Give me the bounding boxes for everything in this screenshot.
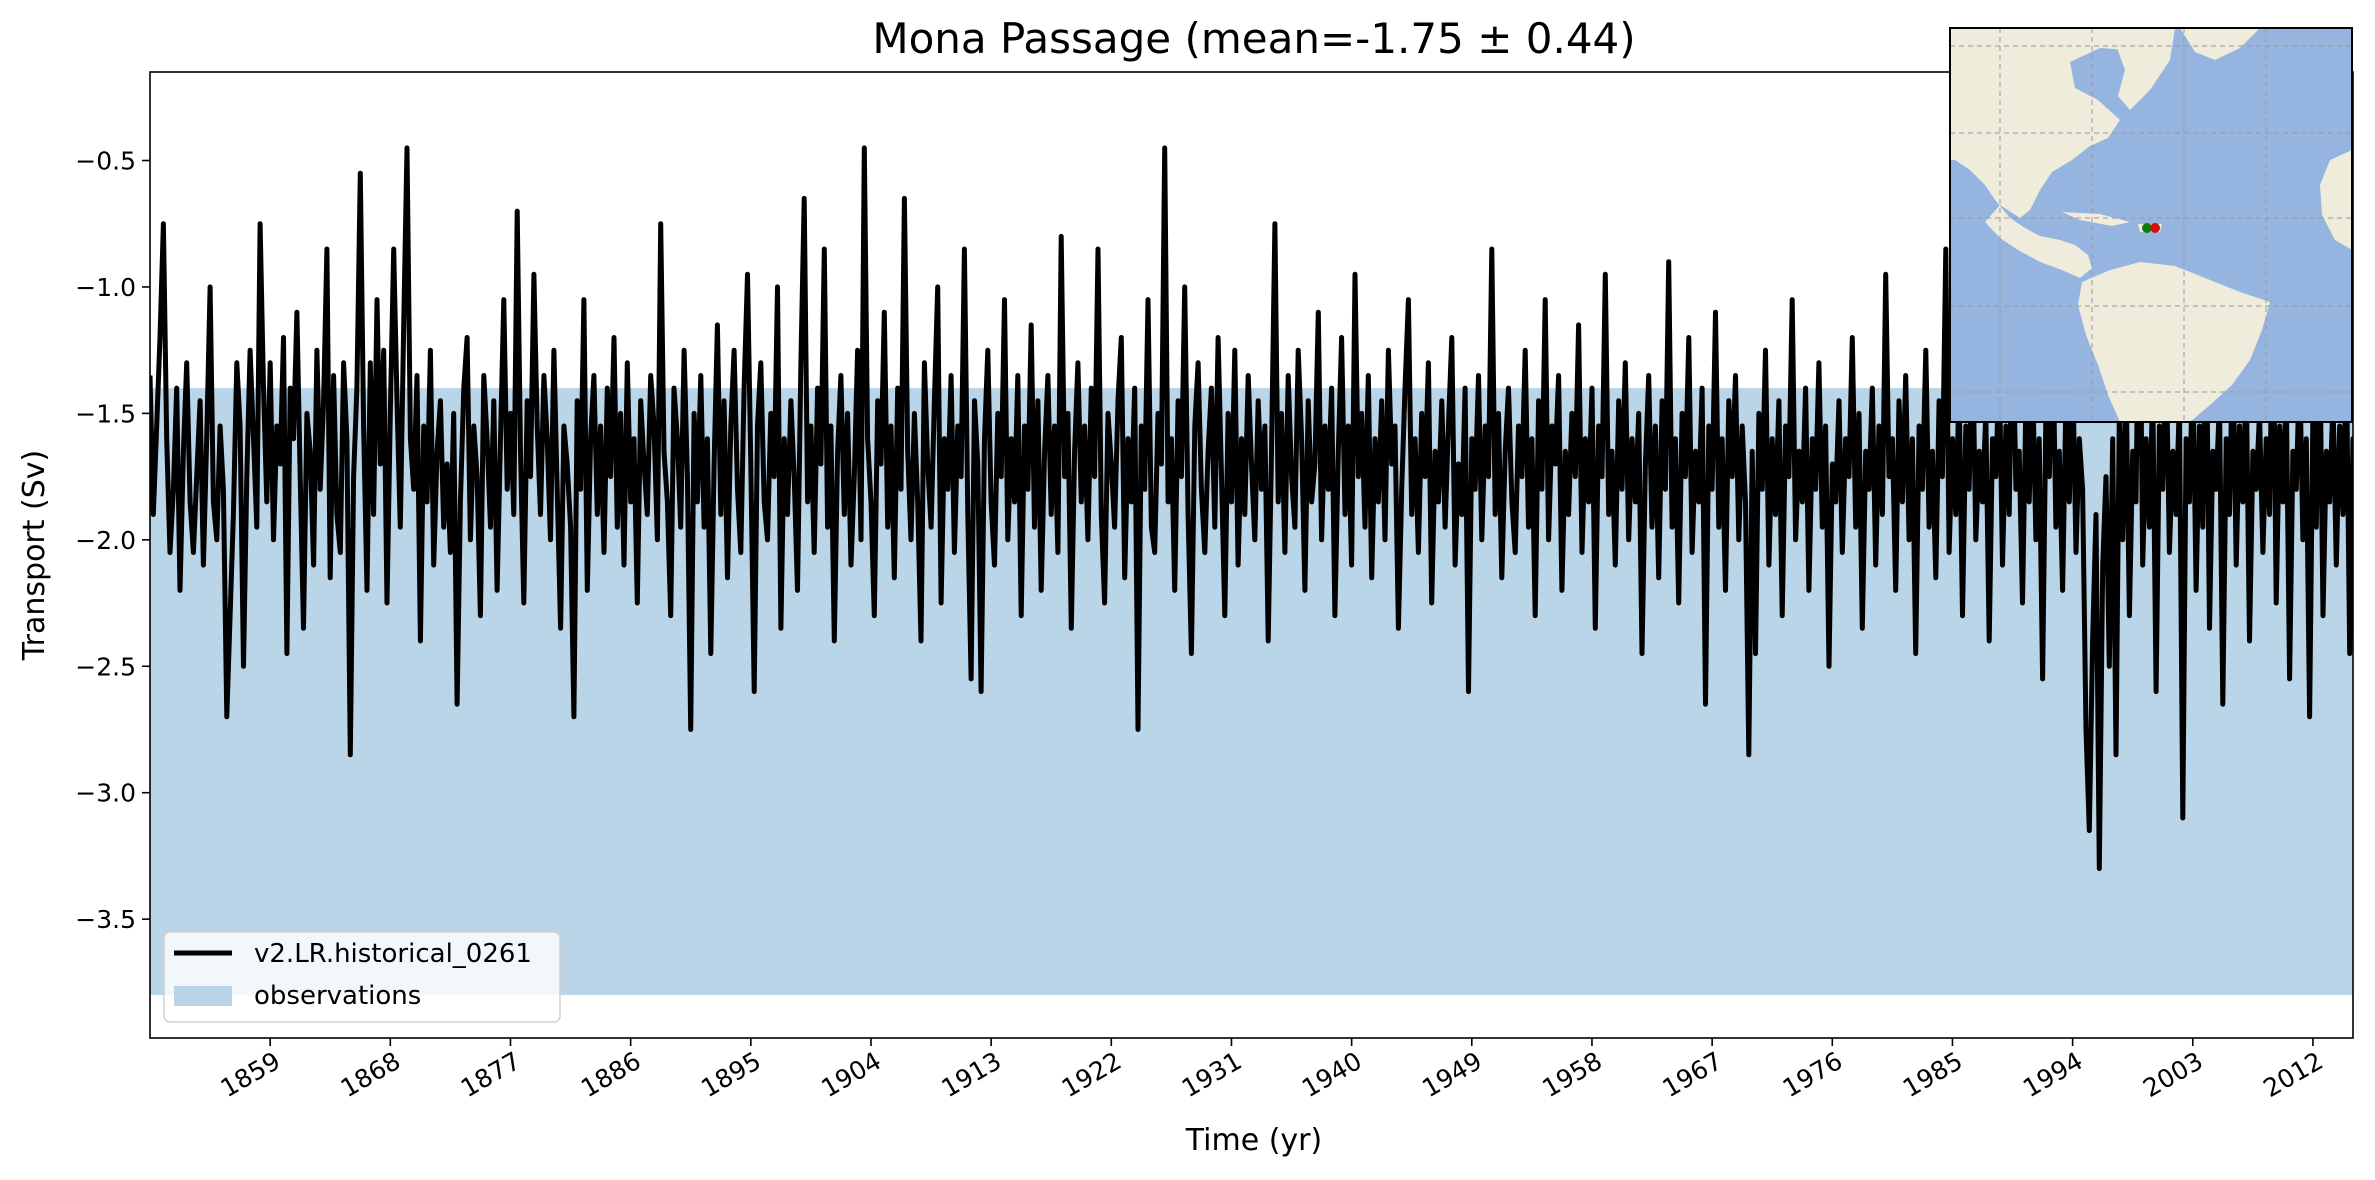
legend-band-swatch xyxy=(174,986,232,1006)
x-axis-ticks: 1859 1868 1877 1886 1895 1904 1913 1922 1931 1940… xyxy=(216,1038,2328,1103)
x-tick-label: 2012 xyxy=(2258,1046,2328,1103)
map-land-greenland xyxy=(2180,28,2260,60)
x-tick-label: 1859 xyxy=(216,1046,286,1103)
legend-label-series: v2.LR.historical_0261 xyxy=(254,939,532,969)
legend: v2.LR.historical_0261 observations xyxy=(163,931,561,1023)
x-tick-label: 1868 xyxy=(336,1046,406,1103)
map-land-north-america xyxy=(1950,28,2140,278)
y-tick-label: −2.5 xyxy=(75,652,136,681)
x-tick-label: 1886 xyxy=(576,1046,646,1103)
y-tick-label: −3.5 xyxy=(75,905,136,934)
x-tick-label: 1913 xyxy=(937,1046,1007,1103)
series-line-v2-lr-historical-0261 xyxy=(150,145,2353,872)
x-tick-label: 1940 xyxy=(1297,1046,1367,1103)
x-tick-label: 1931 xyxy=(1177,1046,1247,1103)
y-tick-label: −0.5 xyxy=(75,147,136,176)
inset-map-frame xyxy=(1949,27,2353,423)
y-axis-label: Transport (Sv) xyxy=(17,450,52,662)
map-land-cuba xyxy=(2062,212,2130,226)
x-tick-label: 1904 xyxy=(816,1046,886,1103)
legend-label-observations: observations xyxy=(254,981,421,1011)
map-marker-green xyxy=(2142,223,2152,233)
x-tick-label: 1958 xyxy=(1537,1046,1607,1103)
chart-title: Mona Passage (mean=-1.75 ± 0.44) xyxy=(872,14,1635,63)
x-tick-label: 1976 xyxy=(1778,1046,1848,1103)
legend-box xyxy=(163,931,561,1023)
map-land-south-america xyxy=(2078,262,2270,422)
y-tick-label: −2.0 xyxy=(75,526,136,555)
map-marker-red xyxy=(2150,223,2160,233)
x-tick-label: 1994 xyxy=(2018,1046,2088,1103)
y-tick-label: −1.0 xyxy=(75,273,136,302)
x-tick-label: 1877 xyxy=(456,1046,526,1103)
y-tick-label: −3.0 xyxy=(75,779,136,808)
x-tick-label: 1967 xyxy=(1658,1046,1728,1103)
y-axis-ticks: −0.5 −1.0 −1.5 −2.0 −2.5 −3.0 −3.5 xyxy=(75,147,150,934)
y-tick-label: −1.5 xyxy=(75,399,136,428)
x-tick-label: 1922 xyxy=(1057,1046,1127,1103)
plot-frame xyxy=(149,71,2354,1039)
inset-map xyxy=(1949,27,2353,423)
x-axis-label: Time (yr) xyxy=(1185,1123,1322,1158)
x-tick-label: 2003 xyxy=(2138,1046,2208,1103)
map-land-africa xyxy=(2320,150,2352,250)
x-tick-label: 1895 xyxy=(696,1046,766,1103)
x-tick-label: 1985 xyxy=(1898,1046,1968,1103)
x-tick-label: 1949 xyxy=(1417,1046,1487,1103)
map-land-labrador xyxy=(2110,28,2175,110)
